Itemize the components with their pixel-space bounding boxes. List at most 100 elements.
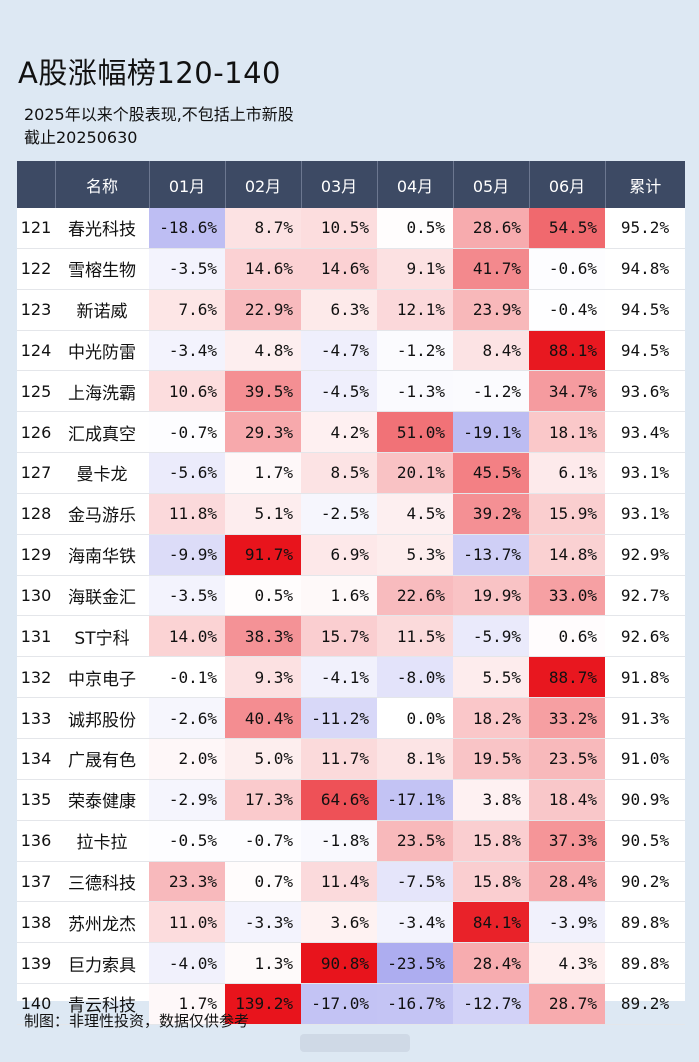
- month-return-cell: 18.2%: [453, 697, 529, 739]
- month-return-cell: 37.3%: [529, 820, 605, 862]
- stock-name-cell: 拉卡拉: [55, 820, 149, 862]
- month-return-cell: -2.6%: [149, 697, 225, 739]
- month-return-cell: 1.3%: [225, 942, 301, 985]
- month-return-cell: 10.5%: [301, 208, 377, 249]
- rank-cell: 125: [17, 370, 55, 413]
- month-return-cell: -3.9%: [529, 901, 605, 944]
- month-return-cell: -0.6%: [529, 248, 605, 290]
- month-return-cell: -3.4%: [377, 901, 453, 944]
- month-return-cell: 4.5%: [377, 493, 453, 535]
- month-return-cell: 6.1%: [529, 452, 605, 494]
- month-return-cell: 45.5%: [453, 452, 529, 494]
- month-return-cell: -3.5%: [149, 248, 225, 290]
- header-name: 名称: [55, 161, 150, 208]
- table-row: 129 海南华铁 -9.9% 91.7% 6.9% 5.3% -13.7% 14.8% 92.9…: [17, 534, 685, 576]
- performance-table: 名称 01月 02月 03月 04月 05月 06月 累计 121 春光科技 -18…: [17, 161, 685, 1025]
- month-return-cell: 14.8%: [529, 534, 605, 576]
- stock-name-cell: 雪榕生物: [55, 248, 149, 290]
- month-return-cell: 41.7%: [453, 248, 529, 290]
- stock-name-cell: 诚邦股份: [55, 697, 149, 739]
- table-row: 135 荣泰健康 -2.9% 17.3% 64.6% -17.1% 3.8% 18.4% 90.…: [17, 779, 685, 821]
- cumulative-cell: 89.8%: [605, 942, 685, 985]
- month-return-cell: 139.2%: [225, 983, 301, 1025]
- table-row: 121 春光科技 -18.6% 8.7% 10.5% 0.5% 28.6% 54.5% 95.2…: [17, 208, 685, 249]
- month-return-cell: 5.0%: [225, 738, 301, 780]
- table-row: 140 青云科技 1.7% 139.2% -17.0% -16.7% -12.7% 28.7%…: [17, 983, 685, 1025]
- cumulative-cell: 94.5%: [605, 289, 685, 331]
- table-row: 130 海联金汇 -3.5% 0.5% 1.6% 22.6% 19.9% 33.0% 92.7%: [17, 575, 685, 617]
- cumulative-cell: 91.8%: [605, 656, 685, 699]
- stock-name-cell: 巨力索具: [55, 942, 149, 985]
- rank-cell: 122: [17, 248, 55, 290]
- month-return-cell: 19.9%: [453, 575, 529, 617]
- month-return-cell: 51.0%: [377, 411, 453, 454]
- month-return-cell: -17.1%: [377, 779, 453, 821]
- month-return-cell: 6.9%: [301, 534, 377, 576]
- month-return-cell: 18.1%: [529, 411, 605, 454]
- header-month-01: 01月: [149, 161, 226, 208]
- month-return-cell: 28.6%: [453, 208, 529, 249]
- month-return-cell: -2.5%: [301, 493, 377, 535]
- month-return-cell: 39.5%: [225, 370, 301, 413]
- cumulative-cell: 92.6%: [605, 615, 685, 658]
- rank-cell: 135: [17, 779, 55, 821]
- month-return-cell: 88.7%: [529, 656, 605, 699]
- rank-cell: 132: [17, 656, 55, 699]
- cumulative-cell: 89.8%: [605, 901, 685, 944]
- month-return-cell: 14.6%: [301, 248, 377, 290]
- watermark: [300, 1034, 410, 1052]
- month-return-cell: 8.1%: [377, 738, 453, 780]
- month-return-cell: -2.9%: [149, 779, 225, 821]
- month-return-cell: 23.5%: [529, 738, 605, 780]
- header-month-03: 03月: [301, 161, 378, 208]
- rank-cell: 134: [17, 738, 55, 780]
- rank-cell: 133: [17, 697, 55, 739]
- table-row: 139 巨力索具 -4.0% 1.3% 90.8% -23.5% 28.4% 4.3% 89.8…: [17, 942, 685, 985]
- month-return-cell: 11.4%: [301, 861, 377, 903]
- rank-cell: 121: [17, 208, 55, 249]
- month-return-cell: -0.5%: [149, 820, 225, 862]
- rank-cell: 126: [17, 411, 55, 454]
- month-return-cell: 23.3%: [149, 861, 225, 903]
- rank-cell: 129: [17, 534, 55, 576]
- month-return-cell: -19.1%: [453, 411, 529, 454]
- stock-name-cell: 汇成真空: [55, 411, 149, 454]
- table-row: 128 金马游乐 11.8% 5.1% -2.5% 4.5% 39.2% 15.9% 93.1%: [17, 493, 685, 535]
- table-row: 127 曼卡龙 -5.6% 1.7% 8.5% 20.1% 45.5% 6.1% 93.1%: [17, 452, 685, 494]
- cumulative-cell: 95.2%: [605, 208, 685, 249]
- header-month-05: 05月: [453, 161, 530, 208]
- month-return-cell: 4.3%: [529, 942, 605, 985]
- stock-name-cell: 上海洗霸: [55, 370, 149, 413]
- month-return-cell: 91.7%: [225, 534, 301, 576]
- month-return-cell: 54.5%: [529, 208, 605, 249]
- cumulative-cell: 93.4%: [605, 411, 685, 454]
- month-return-cell: -12.7%: [453, 983, 529, 1025]
- header-month-04: 04月: [377, 161, 454, 208]
- rank-cell: 130: [17, 575, 55, 617]
- table-row: 136 拉卡拉 -0.5% -0.7% -1.8% 23.5% 15.8% 37.3% 90.5…: [17, 820, 685, 862]
- month-return-cell: 15.7%: [301, 615, 377, 658]
- month-return-cell: -16.7%: [377, 983, 453, 1025]
- month-return-cell: 90.8%: [301, 942, 377, 985]
- month-return-cell: -5.6%: [149, 452, 225, 494]
- header-rank: [17, 161, 56, 208]
- month-return-cell: 34.7%: [529, 370, 605, 413]
- month-return-cell: 1.7%: [149, 983, 225, 1025]
- month-return-cell: 0.6%: [529, 615, 605, 658]
- month-return-cell: -1.2%: [377, 330, 453, 372]
- month-return-cell: -7.5%: [377, 861, 453, 903]
- table-row: 124 中光防雷 -3.4% 4.8% -4.7% -1.2% 8.4% 88.1% 94.5%: [17, 330, 685, 372]
- month-return-cell: 28.7%: [529, 983, 605, 1025]
- month-return-cell: -0.7%: [225, 820, 301, 862]
- month-return-cell: -17.0%: [301, 983, 377, 1025]
- month-return-cell: 15.8%: [453, 861, 529, 903]
- stock-name-cell: 苏州龙杰: [55, 901, 149, 944]
- stock-name-cell: 青云科技: [55, 983, 149, 1025]
- cumulative-cell: 94.8%: [605, 248, 685, 290]
- month-return-cell: 3.6%: [301, 901, 377, 944]
- month-return-cell: -4.0%: [149, 942, 225, 985]
- month-return-cell: 3.8%: [453, 779, 529, 821]
- cumulative-cell: 93.6%: [605, 370, 685, 413]
- month-return-cell: -4.1%: [301, 656, 377, 699]
- stock-name-cell: 中光防雷: [55, 330, 149, 372]
